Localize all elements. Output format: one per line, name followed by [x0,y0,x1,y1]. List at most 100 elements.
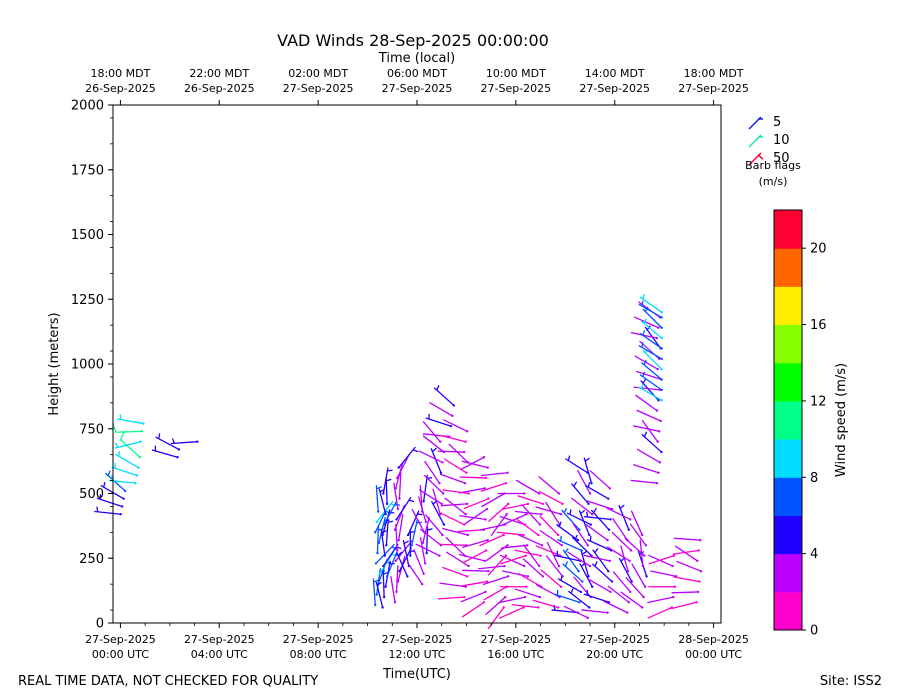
barb-shaft [407,510,420,536]
top-tick-date: 27-Sep-2025 [382,82,453,95]
barb-shaft [482,575,509,586]
barb-shaft [498,596,526,604]
barb-station [540,513,543,516]
wind-barb [561,507,581,531]
barb-shaft [461,569,490,572]
barb-shaft [477,565,506,570]
barb-shaft [100,485,125,500]
barb-shaft [422,421,441,443]
y-tick-label: 750 [79,422,104,437]
barb-shaft [155,436,180,451]
wind-barb [554,589,581,604]
wind-barb [511,604,540,609]
wind-barb [487,554,508,576]
barb-shaft [444,497,467,515]
barb-shaft [518,573,542,588]
barb-shaft [580,550,590,578]
wind-barb [499,585,528,588]
barb-shaft [633,464,660,474]
barb-station [526,575,530,578]
barb-station [122,497,125,500]
barb-shaft [540,569,562,588]
barb-half [436,385,440,391]
barb-shaft [607,585,630,603]
barb-half [641,383,644,389]
barb-station [660,316,663,319]
barb-station [378,572,381,575]
barb-shaft [557,578,582,593]
barb-station [627,528,631,531]
barb-station [374,603,377,607]
top-tick-date: 27-Sep-2025 [481,82,552,95]
barb-station [463,450,466,454]
barb-shaft [639,332,663,350]
top-tick-time: 10:00 MDT [486,67,546,80]
barb-station [526,502,530,506]
barb-shaft [650,570,677,578]
barb-half [559,535,562,542]
barb-station [504,481,508,485]
wind-barb [424,460,441,485]
barb-station [424,520,428,524]
barb-shaft [117,418,145,425]
barb-station [537,492,541,495]
wind-barb [499,554,526,568]
wind-barb [636,448,662,464]
barb-shaft [94,510,122,515]
barb-shaft [624,537,646,557]
wind-barb [396,551,409,578]
barb-station [629,518,632,521]
wind-barb [459,476,488,480]
barb-half [117,450,121,457]
wind-barb [676,560,703,573]
wind-barb [413,549,425,575]
top-tick-time: 06:00 MDT [387,67,447,80]
barb-station [699,538,702,542]
wind-barb [419,485,424,513]
barb-station [504,554,508,557]
barb-half [560,575,563,581]
barb-shaft [671,591,699,594]
barb-station [487,570,490,573]
top-axis-label: Time (local) [378,51,455,66]
wind-barb [673,576,701,583]
barb-shaft [522,558,544,578]
barb-shaft [586,539,612,552]
barb-station [385,502,389,506]
barb-station [591,585,594,588]
barb-station [507,575,510,578]
barb-station [590,481,593,485]
barb-half [594,561,598,567]
wind-barb [630,510,644,537]
barb-station [485,507,489,511]
barb-station [464,440,467,443]
barb-shaft [115,430,143,433]
wind-barb [586,535,613,552]
barb-shaft [585,485,609,500]
wind-barbs [94,293,703,630]
wind-barb [673,537,702,542]
barb-shaft [442,528,469,536]
barb-half [570,588,574,594]
barb-shaft [463,498,490,510]
top-tick-time: 18:00 MDT [684,67,744,80]
barb-shaft [419,537,426,565]
wind-barb [630,479,659,485]
barb-station [465,471,468,474]
barb-half [587,481,591,488]
colorbar-segment [774,248,802,287]
y-axis-label: Height (meters) [47,312,62,415]
barb-station [578,528,581,531]
barb-half [558,521,562,527]
barb-shaft [459,476,487,479]
barb-shaft [381,509,391,536]
barb-shaft [413,549,425,575]
barb-station [138,456,142,459]
barb-half [386,478,392,482]
barb-station [503,564,506,568]
barb-station [560,544,564,547]
wind-barb [566,509,592,526]
barb-station [522,533,525,537]
barb-shaft [571,483,590,505]
top-tick-time: 02:00 MDT [288,67,348,80]
